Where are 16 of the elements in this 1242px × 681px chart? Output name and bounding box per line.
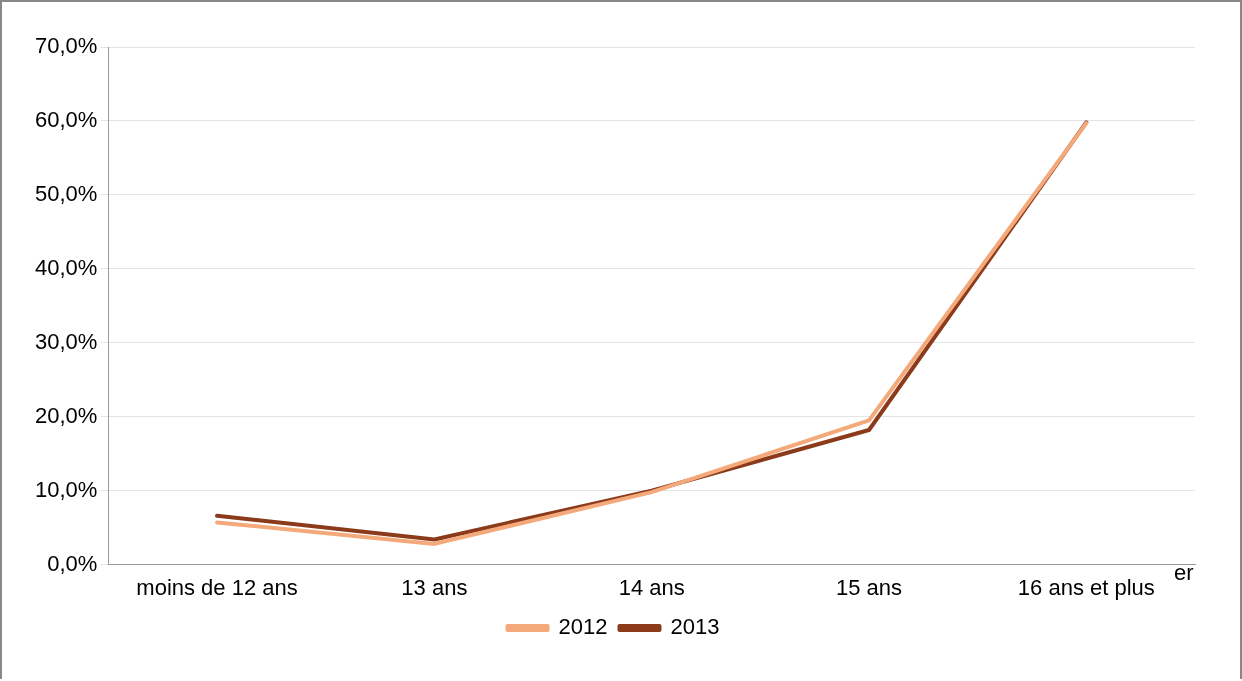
x-tick-label: moins de 12 ans	[136, 574, 298, 600]
y-tick-label: 0,0%	[47, 550, 98, 576]
legend-label: 2012	[558, 614, 608, 640]
y-tick-label: 30,0%	[34, 328, 98, 354]
y-tick-label: 40,0%	[34, 254, 98, 280]
y-tick-label: 20,0%	[34, 402, 98, 428]
x-tick-label: 13 ans	[401, 574, 468, 600]
y-tick-label: 50,0%	[34, 180, 98, 206]
y-tick-label: 10,0%	[34, 476, 98, 502]
y-tick-label: 60,0%	[34, 107, 98, 133]
annotation: er	[1174, 560, 1194, 586]
legend-label: 2013	[670, 614, 720, 640]
x-tick-label: 16 ans et plus	[1017, 574, 1155, 600]
x-tick-label: 15 ans	[835, 574, 903, 600]
x-tick-label: 14 ans	[618, 574, 685, 600]
y-tick-label: 70,0%	[34, 33, 98, 59]
